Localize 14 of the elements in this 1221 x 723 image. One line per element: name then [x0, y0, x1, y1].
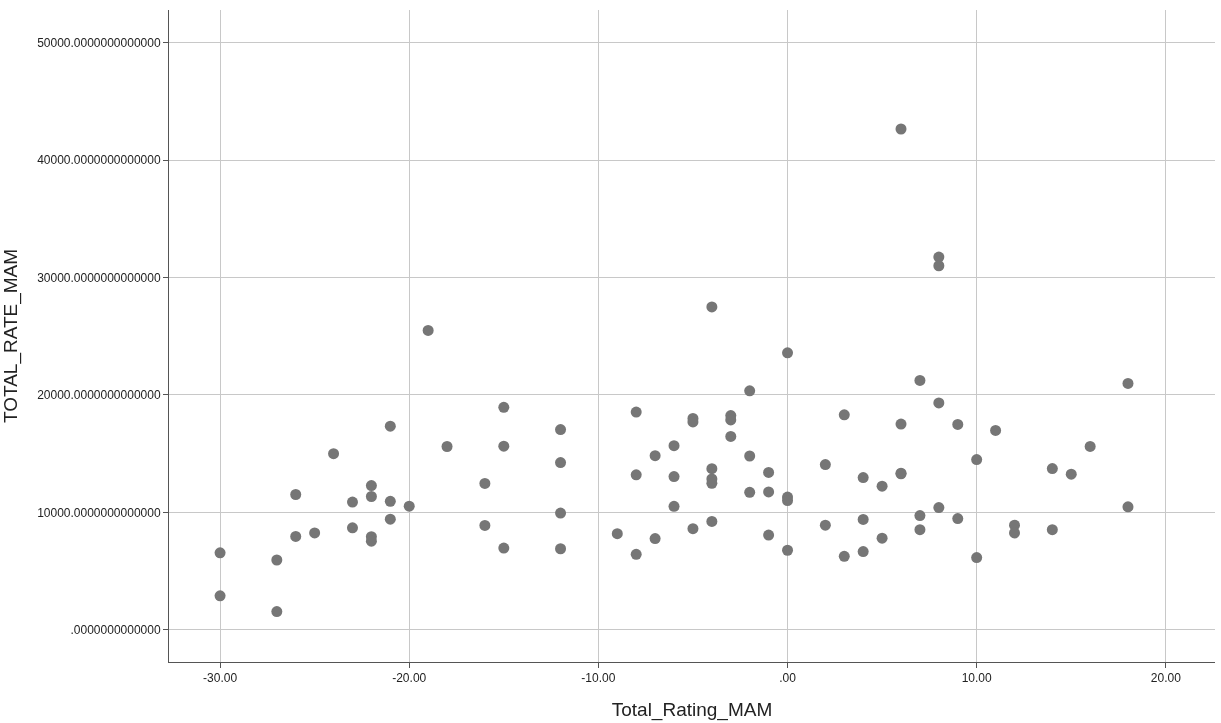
y-tick-label: 50000.0000000000000 [37, 36, 161, 51]
y-tick-label: .0000000000000 [70, 622, 161, 637]
y-tick-label: 40000.0000000000000 [37, 153, 161, 168]
x-tick-label: .00 [779, 671, 797, 686]
y-axis-title: TOTAL_RATE_MAM [0, 248, 22, 424]
x-tick-label: -10.00 [581, 671, 616, 686]
y-tick-label: 10000.0000000000000 [37, 505, 161, 520]
x-tick-label: 10.00 [961, 671, 993, 686]
x-tick-label: 20.00 [1150, 671, 1182, 686]
x-tick-label: -30.00 [203, 671, 238, 686]
x-tick-label: -20.00 [392, 671, 427, 686]
y-tick-label: 20000.0000000000000 [37, 388, 161, 403]
x-axis-title: Total_Rating_MAM [611, 699, 773, 722]
y-tick-label: 30000.0000000000000 [37, 270, 161, 285]
